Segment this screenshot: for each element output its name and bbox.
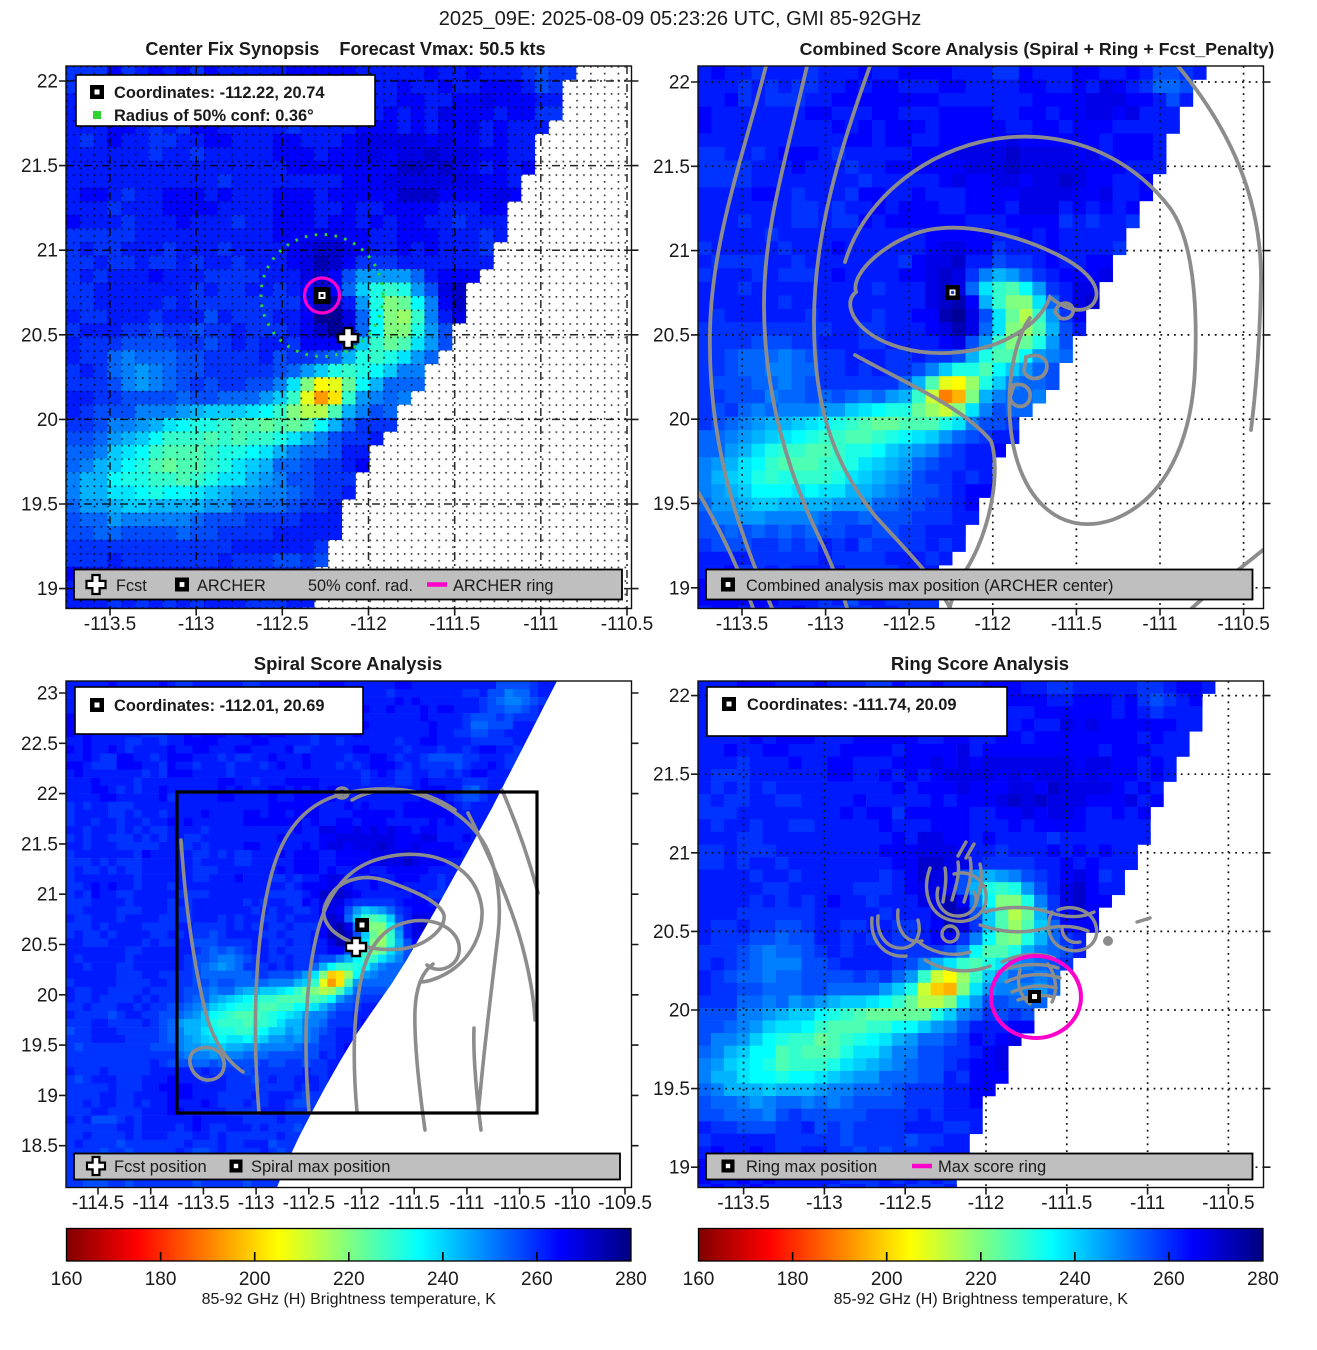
svg-text:21: 21 xyxy=(37,241,58,262)
svg-text:-112.5: -112.5 xyxy=(256,614,308,635)
svg-text:160: 160 xyxy=(683,1269,715,1290)
svg-text:Fcst position: Fcst position xyxy=(114,1158,207,1176)
svg-text:19: 19 xyxy=(669,1158,690,1179)
svg-text:-113: -113 xyxy=(178,614,215,635)
svg-text:Ring max position: Ring max position xyxy=(746,1158,877,1176)
svg-text:180: 180 xyxy=(777,1269,809,1290)
svg-text:-113.5: -113.5 xyxy=(716,614,768,635)
svg-text:220: 220 xyxy=(333,1269,365,1290)
svg-text:Ring Score Analysis: Ring Score Analysis xyxy=(891,653,1069,674)
svg-text:-111: -111 xyxy=(449,1193,484,1214)
svg-text:Center Fix Synopsis Forecas: Center Fix Synopsis Forecast Vmax: 50.5 … xyxy=(145,39,545,59)
svg-text:-111.5: -111.5 xyxy=(1051,614,1102,635)
svg-text:22: 22 xyxy=(669,73,690,94)
svg-text:Spiral max position: Spiral max position xyxy=(251,1158,390,1176)
svg-text:-111: -111 xyxy=(523,614,558,635)
svg-text:22: 22 xyxy=(37,784,58,805)
svg-text:-110.5: -110.5 xyxy=(493,1193,545,1214)
svg-text:-112.5: -112.5 xyxy=(883,614,935,635)
svg-text:20: 20 xyxy=(669,410,690,431)
svg-text:20.5: 20.5 xyxy=(653,325,690,346)
svg-text:260: 260 xyxy=(521,1269,553,1290)
svg-text:21.5: 21.5 xyxy=(653,765,690,786)
svg-text:220: 220 xyxy=(965,1269,997,1290)
svg-text:22: 22 xyxy=(37,72,58,93)
svg-text:Coordinates: -111.74, 20.09: Coordinates: -111.74, 20.09 xyxy=(747,696,957,714)
svg-text:ARCHER: ARCHER xyxy=(197,577,266,595)
svg-text:19: 19 xyxy=(669,578,690,599)
svg-text:19.5: 19.5 xyxy=(21,495,58,516)
svg-text:-114.5: -114.5 xyxy=(72,1193,124,1214)
svg-text:-112: -112 xyxy=(974,614,1011,635)
svg-text:18.5: 18.5 xyxy=(21,1136,58,1157)
svg-text:Coordinates: -112.01, 20.69: Coordinates: -112.01, 20.69 xyxy=(114,697,324,715)
svg-text:-110.5: -110.5 xyxy=(601,614,653,635)
svg-text:-111: -111 xyxy=(1142,614,1177,635)
svg-text:-112: -112 xyxy=(350,614,387,635)
svg-text:Coordinates: -112.22, 20.74: Coordinates: -112.22, 20.74 xyxy=(114,84,325,102)
svg-text:20.5: 20.5 xyxy=(653,922,690,943)
svg-text:20.5: 20.5 xyxy=(21,325,58,346)
svg-text:-113.5: -113.5 xyxy=(717,1193,769,1214)
svg-text:-113: -113 xyxy=(807,614,844,635)
svg-text:-112: -112 xyxy=(968,1193,1005,1214)
svg-text:-113: -113 xyxy=(806,1193,843,1214)
svg-text:2025_09E: 2025-08-09 05:23:26: 2025_09E: 2025-08-09 05:23:26 UTC, GMI 8… xyxy=(439,8,922,30)
svg-text:85-92 GHz (H) Brightness tempe: 85-92 GHz (H) Brightness temperature, K xyxy=(834,1291,1129,1308)
svg-text:85-92 GHz (H) Brightness tempe: 85-92 GHz (H) Brightness temperature, K xyxy=(202,1291,497,1308)
svg-text:21.5: 21.5 xyxy=(653,157,690,178)
svg-text:22.5: 22.5 xyxy=(21,734,58,755)
svg-text:200: 200 xyxy=(239,1269,271,1290)
svg-text:160: 160 xyxy=(51,1269,83,1290)
svg-text:-109.5: -109.5 xyxy=(598,1193,652,1214)
svg-text:240: 240 xyxy=(427,1269,459,1290)
svg-text:20: 20 xyxy=(669,1001,690,1022)
svg-text:20.5: 20.5 xyxy=(21,935,58,956)
svg-text:Fcst: Fcst xyxy=(116,577,147,595)
svg-text:20: 20 xyxy=(37,985,58,1006)
svg-text:-112.5: -112.5 xyxy=(879,1193,931,1214)
svg-text:Radius of 50% conf: 0.36°: Radius of 50% conf: 0.36° xyxy=(114,107,314,125)
svg-text:50% conf. rad.: 50% conf. rad. xyxy=(308,577,413,595)
svg-text:-112: -112 xyxy=(343,1193,380,1214)
svg-text:-112.5: -112.5 xyxy=(283,1193,335,1214)
svg-text:-113: -113 xyxy=(238,1193,275,1214)
svg-text:-110.5: -110.5 xyxy=(1202,1193,1254,1214)
svg-text:-111: -111 xyxy=(1130,1193,1165,1214)
svg-text:Spiral Score Analysis: Spiral Score Analysis xyxy=(254,653,443,674)
svg-text:20: 20 xyxy=(37,410,58,431)
svg-text:200: 200 xyxy=(871,1269,903,1290)
svg-text:19: 19 xyxy=(37,1086,58,1107)
svg-text:-113.5: -113.5 xyxy=(177,1193,229,1214)
svg-text:-114: -114 xyxy=(132,1193,169,1214)
svg-text:21: 21 xyxy=(37,885,58,906)
svg-text:-111.5: -111.5 xyxy=(389,1193,440,1214)
svg-text:260: 260 xyxy=(1153,1269,1185,1290)
svg-text:-110.5: -110.5 xyxy=(1217,614,1269,635)
svg-text:-110: -110 xyxy=(554,1193,591,1214)
svg-text:19: 19 xyxy=(37,579,58,600)
svg-text:23: 23 xyxy=(37,684,58,705)
svg-text:180: 180 xyxy=(145,1269,177,1290)
svg-text:21: 21 xyxy=(669,241,690,262)
svg-text:-111.5: -111.5 xyxy=(1041,1193,1092,1214)
svg-text:19.5: 19.5 xyxy=(653,1079,690,1100)
svg-text:21: 21 xyxy=(669,843,690,864)
svg-text:-111.5: -111.5 xyxy=(429,614,480,635)
svg-text:240: 240 xyxy=(1059,1269,1091,1290)
svg-text:Combined analysis max position: Combined analysis max position (ARCHER c… xyxy=(746,577,1113,595)
svg-text:Combined Score Analysis (Spira: Combined Score Analysis (Spiral + Ring +… xyxy=(800,39,1275,59)
svg-text:21.5: 21.5 xyxy=(21,834,58,855)
svg-text:22: 22 xyxy=(669,686,690,707)
svg-text:19.5: 19.5 xyxy=(21,1036,58,1057)
svg-text:280: 280 xyxy=(1247,1269,1279,1290)
svg-text:280: 280 xyxy=(615,1269,647,1290)
svg-text:19.5: 19.5 xyxy=(653,494,690,515)
svg-text:ARCHER ring: ARCHER ring xyxy=(453,577,553,595)
svg-text:21.5: 21.5 xyxy=(21,156,58,177)
svg-text:-113.5: -113.5 xyxy=(84,614,136,635)
svg-text:Max score ring: Max score ring xyxy=(938,1158,1046,1176)
